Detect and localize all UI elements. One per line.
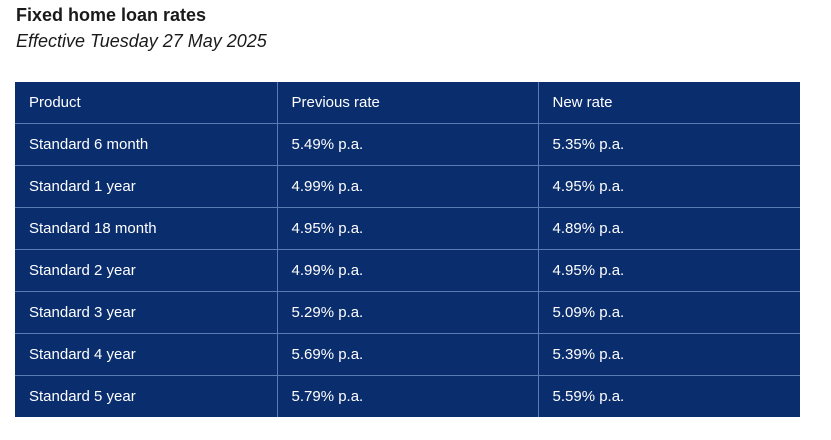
new-rate-cell: 5.59% p.a. xyxy=(552,388,625,405)
table-row: Standard 18 month 4.95% p.a. 4.89% p.a. xyxy=(15,207,800,250)
previous-rate-cell: 5.29% p.a. xyxy=(277,291,539,334)
previous-rate-cell: 5.49% p.a. xyxy=(277,123,539,166)
table-row: Standard 3 year 5.29% p.a. 5.09% p.a. xyxy=(15,291,800,334)
new-rate-cell: 4.95% p.a. xyxy=(538,165,800,208)
previous-rate-cell: 4.99% p.a. xyxy=(277,165,539,208)
new-rate-cell: 4.89% p.a. xyxy=(538,207,800,250)
previous-rate-cell: 5.69% p.a. xyxy=(277,333,539,376)
product-cell: Standard 18 month xyxy=(15,207,278,250)
table-row: Standard 1 year 4.99% p.a. 4.95% p.a. xyxy=(15,165,800,208)
new-rate-cell: 5.09% p.a. xyxy=(538,291,800,334)
product-cell: Standard 6 month xyxy=(15,123,278,166)
table-row: Standard 5 year 5.79% p.a. 5.59% p.a. xyxy=(15,375,800,417)
previous-rate-cell: 5.79% p.a. xyxy=(277,375,539,417)
new-rate-cell: 5.39% p.a. xyxy=(538,333,800,376)
table-body: Standard 6 month 5.49% p.a. 5.35% p.a. S… xyxy=(15,123,800,417)
column-header-product: Product xyxy=(15,82,278,124)
product-cell: Standard 3 year xyxy=(15,291,278,334)
previous-rate-cell: 4.99% p.a. xyxy=(277,249,539,292)
new-rate-cell: 4.95% p.a. xyxy=(538,249,800,292)
new-rate-cell: 5.35% p.a. xyxy=(538,123,800,166)
table-row: Standard 6 month 5.49% p.a. 5.35% p.a. xyxy=(15,123,800,166)
rates-table: Product Previous rate New rate Standard … xyxy=(15,82,800,417)
effective-date: Effective Tuesday 27 May 2025 xyxy=(16,31,267,51)
previous-rate-cell: 4.95% p.a. xyxy=(277,207,539,250)
table-header: Product Previous rate New rate xyxy=(15,82,800,124)
product-cell: Standard 1 year xyxy=(15,165,278,208)
product-cell: Standard 4 year xyxy=(15,333,278,376)
product-cell: Standard 5 year xyxy=(15,375,278,417)
product-cell: Standard 2 year xyxy=(15,249,278,292)
column-header-new-rate: New rate xyxy=(538,82,800,124)
column-header-previous-rate: Previous rate xyxy=(277,82,539,124)
table-row: Standard 4 year 5.69% p.a. 5.39% p.a. xyxy=(15,333,800,376)
page-title: Fixed home loan rates xyxy=(16,5,207,25)
table-row: Standard 2 year 4.99% p.a. 4.95% p.a. xyxy=(15,249,800,292)
header-row: Product Previous rate New rate xyxy=(15,82,800,124)
